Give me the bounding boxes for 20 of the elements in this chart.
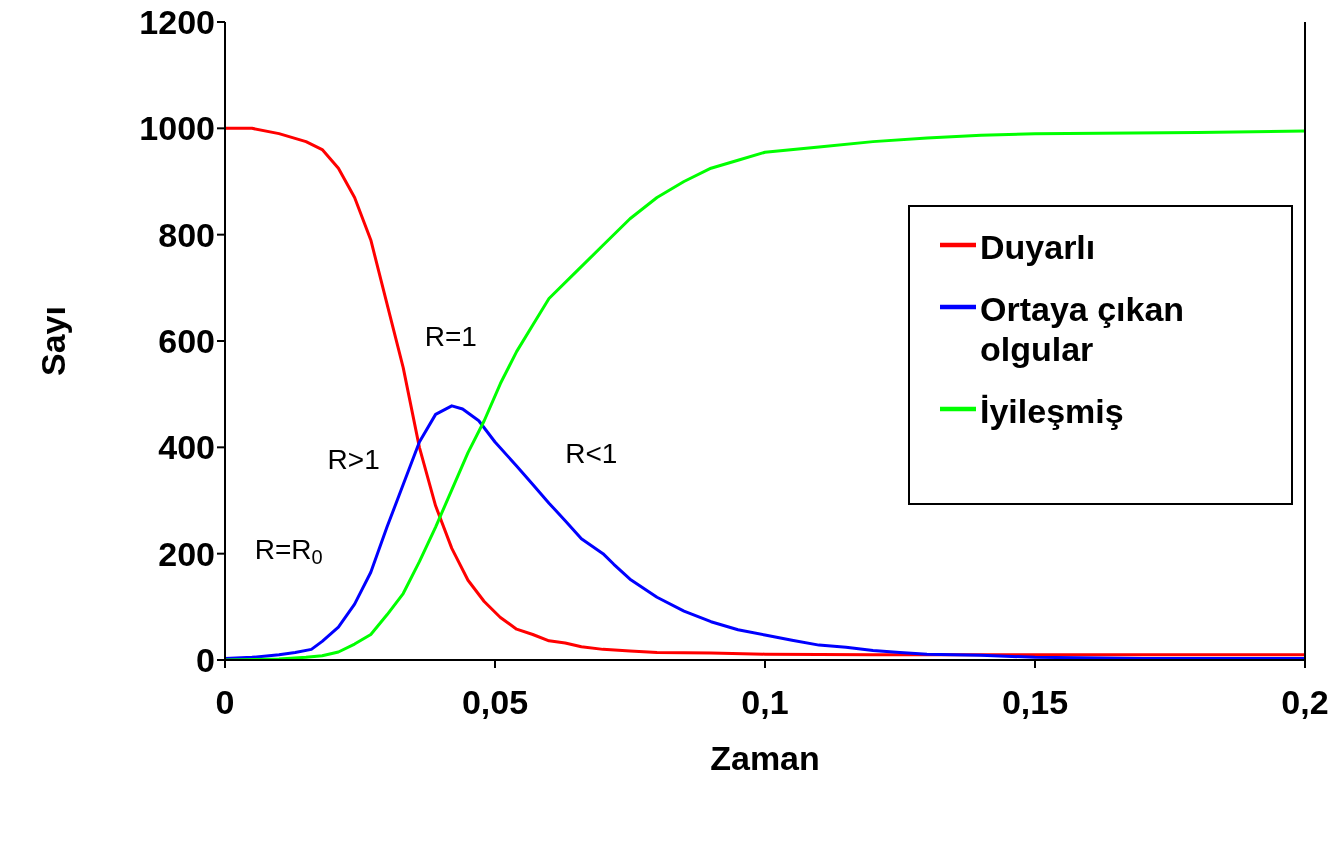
x-axis-title: Zaman <box>710 739 820 777</box>
y-tick-label: 200 <box>158 534 215 573</box>
annotation: R>1 <box>327 443 380 475</box>
x-tick-label: 0,15 <box>1001 683 1069 722</box>
y-tick-label: 800 <box>158 215 215 254</box>
x-tick-label: 0,1 <box>741 683 789 722</box>
x-tick-label: 0,2 <box>1281 683 1329 722</box>
y-tick-label: 400 <box>158 428 215 467</box>
legend-label: Ortaya çıkan olgular <box>980 289 1186 369</box>
y-tick-label: 600 <box>158 322 215 361</box>
annotation: R=1 <box>424 321 477 353</box>
y-axis-title: Sayı <box>34 306 73 376</box>
annotation: R<1 <box>565 438 618 470</box>
x-tick-label: 0,05 <box>461 683 529 722</box>
legend-label: İyileşmiş <box>980 391 1124 431</box>
annotation: R=R$_{0}$ <box>254 533 323 568</box>
y-tick-label: 0 <box>196 641 215 680</box>
legend-label: Duyarlı <box>980 227 1096 267</box>
y-tick-label: 1000 <box>139 109 215 148</box>
y-tick-label: 1200 <box>139 3 215 42</box>
